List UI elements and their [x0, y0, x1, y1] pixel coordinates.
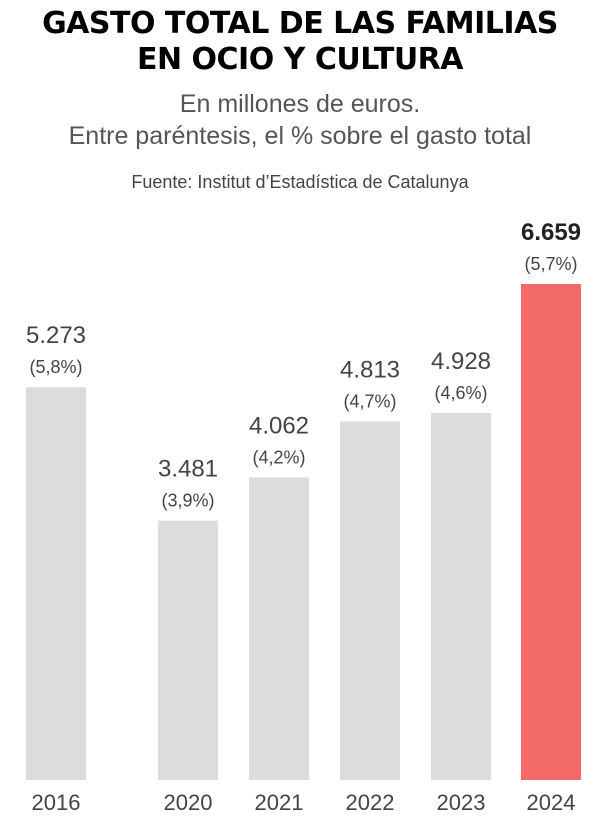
bar-2021 [249, 477, 309, 780]
chart-subtitle-line-1: En millones de euros. [179, 90, 421, 118]
value-label-2020: 3.481 [158, 456, 218, 483]
bar-2023 [431, 412, 491, 780]
share-label-2016: (5,8%) [29, 357, 82, 377]
bar-2024 [521, 284, 581, 780]
share-label-2020: (3,9%) [161, 491, 214, 511]
x-tick-label-2021: 2021 [255, 790, 304, 815]
share-label-2022: (4,7%) [343, 392, 396, 412]
share-label-2024: (5,7%) [524, 254, 577, 274]
chart-title-line-1: GASTO TOTAL DE LAS FAMILIAS [42, 6, 558, 41]
value-label-2022: 4.813 [340, 357, 400, 384]
x-tick-label-2024: 2024 [527, 790, 576, 815]
chart-title-line-2: EN OCIO Y CULTURA [136, 42, 464, 77]
share-label-2023: (4,6%) [434, 383, 487, 403]
chart-source: Fuente: Institut d’Estadística de Catalu… [131, 172, 469, 192]
chart-subtitle-line-2: Entre paréntesis, el % sobre el gasto to… [68, 122, 532, 150]
value-label-2023: 4.928 [431, 348, 491, 375]
share-label-2021: (4,2%) [252, 447, 305, 467]
bar-2022 [340, 421, 400, 780]
x-tick-label-2023: 2023 [437, 790, 486, 815]
value-label-2021: 4.062 [249, 412, 309, 439]
x-tick-label-2022: 2022 [346, 790, 395, 815]
value-label-2024: 6.659 [521, 219, 581, 246]
bar-2016 [26, 387, 86, 780]
value-label-2016: 5.273 [26, 322, 86, 349]
x-tick-label-2020: 2020 [164, 790, 213, 815]
bar-2020 [158, 520, 218, 780]
x-tick-label-2016: 2016 [32, 790, 81, 815]
